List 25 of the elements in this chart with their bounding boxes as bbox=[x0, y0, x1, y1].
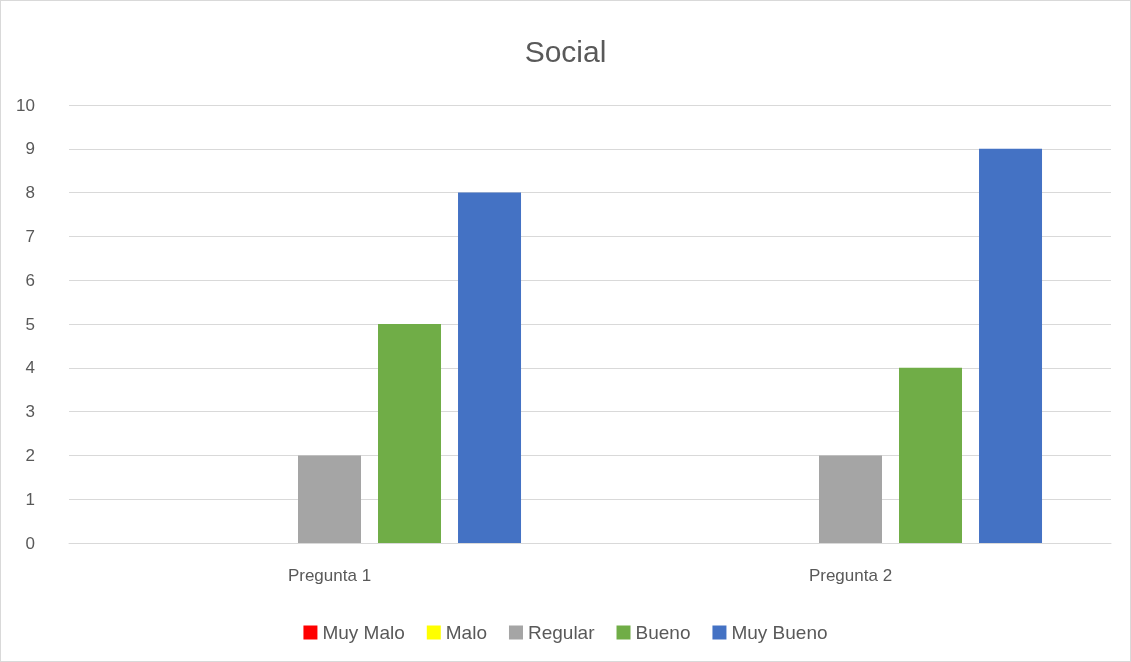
y-tick-label: 4 bbox=[25, 358, 35, 378]
legend-label: Bueno bbox=[635, 622, 691, 643]
bar bbox=[298, 455, 361, 543]
bar bbox=[899, 367, 963, 543]
y-tick-label: 1 bbox=[25, 489, 35, 509]
x-tick-label: Pregunta 1 bbox=[287, 566, 372, 585]
x-tick-label: Pregunta 2 bbox=[808, 566, 893, 585]
chart-title: Social bbox=[524, 34, 607, 68]
legend-label: Muy Bueno bbox=[731, 622, 828, 643]
y-tick-label: 3 bbox=[25, 402, 35, 422]
y-tick-label: 0 bbox=[25, 533, 35, 553]
bar bbox=[378, 324, 442, 543]
bar bbox=[458, 192, 522, 543]
bar bbox=[819, 455, 882, 543]
y-tick-label: 7 bbox=[25, 226, 35, 246]
y-tick-label: 10 bbox=[16, 95, 35, 115]
y-tick-label: 8 bbox=[25, 183, 35, 203]
legend-label: Regular bbox=[527, 622, 596, 643]
legend-label: Malo bbox=[445, 622, 487, 643]
legend-label: Muy Malo bbox=[322, 622, 405, 643]
y-tick-label: 5 bbox=[25, 314, 35, 334]
y-tick-label: 6 bbox=[25, 270, 35, 290]
y-tick-label: 9 bbox=[25, 139, 35, 159]
bar bbox=[979, 148, 1043, 543]
y-tick-label: 2 bbox=[25, 445, 35, 465]
